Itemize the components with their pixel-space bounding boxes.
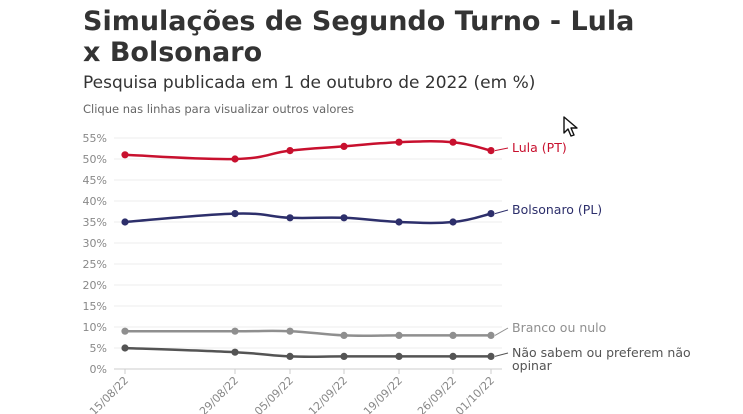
data-point[interactable] bbox=[121, 344, 129, 352]
series[interactable] bbox=[121, 138, 495, 360]
data-point[interactable] bbox=[340, 214, 348, 222]
y-tick-label: 15% bbox=[83, 300, 107, 313]
mouse-cursor-icon bbox=[563, 116, 578, 137]
y-tick-label: 55% bbox=[83, 132, 107, 145]
series-line[interactable] bbox=[125, 329, 491, 338]
chart-subtitle: Pesquisa publicada em 1 de outubro de 20… bbox=[83, 73, 536, 93]
data-point[interactable] bbox=[395, 218, 403, 226]
series-label: Bolsonaro (PL) bbox=[512, 202, 602, 217]
series-1[interactable] bbox=[121, 210, 495, 226]
x-tick-label: 29/08/22 bbox=[197, 374, 241, 414]
data-point[interactable] bbox=[121, 327, 129, 335]
x-tick-label: 01/10/22 bbox=[453, 374, 497, 414]
data-point[interactable] bbox=[449, 331, 457, 339]
label-connector bbox=[494, 327, 509, 336]
series-label-line: Não sabem ou preferem não bbox=[512, 345, 691, 360]
series-label: Branco ou nulo bbox=[512, 320, 606, 335]
data-point[interactable] bbox=[231, 348, 239, 356]
data-point[interactable] bbox=[286, 147, 294, 155]
data-point[interactable] bbox=[449, 218, 457, 226]
data-point[interactable] bbox=[340, 331, 348, 339]
y-tick-label: 5% bbox=[90, 342, 107, 355]
chart-title: Simulações de Segundo Turno - Lula x Bol… bbox=[83, 6, 635, 68]
label-connector bbox=[494, 209, 509, 215]
data-point[interactable] bbox=[121, 218, 129, 226]
x-tick-label: 12/09/22 bbox=[306, 374, 350, 414]
data-point[interactable] bbox=[340, 352, 348, 360]
x-tick-label: 05/09/22 bbox=[252, 374, 296, 414]
series-2[interactable] bbox=[121, 327, 495, 339]
data-point[interactable] bbox=[449, 352, 457, 360]
series-line[interactable] bbox=[124, 346, 491, 359]
data-point[interactable] bbox=[395, 352, 403, 360]
x-tick-label: 15/08/22 bbox=[87, 374, 131, 414]
y-tick-label: 45% bbox=[83, 174, 107, 187]
series-label: Lula (PT) bbox=[512, 140, 567, 155]
data-point[interactable] bbox=[121, 151, 129, 159]
chart-hint: Clique nas linhas para visualizar outros… bbox=[83, 102, 354, 116]
grid bbox=[114, 137, 502, 370]
data-point[interactable] bbox=[487, 331, 495, 339]
data-point[interactable] bbox=[487, 210, 495, 218]
label-connector bbox=[494, 147, 509, 152]
series-label: Não sabem ou preferem não opinar bbox=[512, 345, 691, 373]
x-tick-label: 19/09/22 bbox=[361, 374, 405, 414]
y-tick-label: 10% bbox=[83, 321, 107, 334]
data-point[interactable] bbox=[487, 352, 495, 360]
data-point[interactable] bbox=[231, 210, 239, 218]
series-3[interactable] bbox=[121, 344, 495, 360]
data-point[interactable] bbox=[340, 142, 348, 150]
series-labels: Lula (PT) Bolsonaro (PL) Branco ou nulo Não… bbox=[494, 140, 691, 373]
data-point[interactable] bbox=[231, 155, 239, 163]
y-tick-label: 35% bbox=[83, 216, 107, 229]
y-tick-label: 0% bbox=[90, 363, 107, 376]
data-point[interactable] bbox=[395, 331, 403, 339]
series-line[interactable] bbox=[124, 139, 492, 161]
y-tick-label: 40% bbox=[83, 195, 107, 208]
data-point[interactable] bbox=[487, 147, 495, 155]
data-point[interactable] bbox=[286, 327, 294, 335]
series-label-line: opinar bbox=[512, 358, 553, 373]
data-point[interactable] bbox=[286, 214, 294, 222]
data-point[interactable] bbox=[286, 352, 294, 360]
series-0[interactable] bbox=[121, 138, 495, 163]
axes: 0% 5% 10% 15% 20% 25% 30% 35% 40% 45% 50% 55% 15/08/… bbox=[83, 132, 498, 414]
y-tick-label: 50% bbox=[83, 153, 107, 166]
y-tick-label: 25% bbox=[83, 258, 107, 271]
data-point[interactable] bbox=[449, 138, 457, 146]
label-connector bbox=[494, 352, 509, 357]
data-point[interactable] bbox=[395, 138, 403, 146]
y-tick-label: 30% bbox=[83, 237, 107, 250]
data-point[interactable] bbox=[231, 327, 239, 335]
y-tick-label: 20% bbox=[83, 279, 107, 292]
